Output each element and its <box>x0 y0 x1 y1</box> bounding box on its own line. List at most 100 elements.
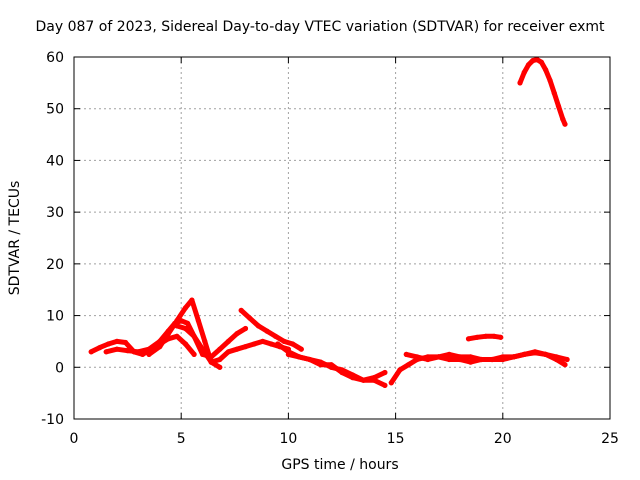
data-point <box>307 356 313 363</box>
data-point <box>191 333 197 339</box>
data-point <box>328 362 334 368</box>
x-tick-label: 0 <box>70 431 79 447</box>
data-point <box>397 367 403 373</box>
data-point <box>543 351 549 357</box>
data-point <box>457 354 463 360</box>
y-tick-label: 0 <box>55 360 64 376</box>
data-point <box>564 356 570 363</box>
data-point <box>534 57 540 63</box>
data-point <box>414 354 420 360</box>
data-point <box>498 334 504 340</box>
data-point <box>174 318 180 324</box>
x-tick-label: 25 <box>601 431 619 447</box>
x-tick-label: 10 <box>279 431 297 447</box>
data-point <box>425 356 431 363</box>
data-point <box>264 328 270 334</box>
data-point <box>242 344 249 350</box>
data-point <box>530 58 536 64</box>
data-point <box>114 338 120 344</box>
data-point <box>182 341 189 347</box>
data-point <box>521 69 527 76</box>
data-point <box>202 338 208 344</box>
y-tick-label: 50 <box>46 102 64 118</box>
data-point <box>225 349 231 355</box>
data-point <box>468 359 474 365</box>
y-tick-label: 40 <box>46 153 64 169</box>
series-track-3 <box>146 297 223 370</box>
x-tick-label: 5 <box>177 431 186 447</box>
grid-layer <box>74 57 610 419</box>
data-point <box>562 362 568 368</box>
data-point <box>521 351 527 357</box>
data-point <box>103 349 109 355</box>
data-point <box>553 356 560 363</box>
data-point <box>234 346 240 352</box>
data-point <box>182 305 189 311</box>
data-point <box>478 356 484 363</box>
data-point <box>247 315 253 321</box>
data-point <box>157 344 163 350</box>
data-point <box>251 341 257 347</box>
data-point <box>371 375 377 381</box>
data-point <box>491 333 497 339</box>
data-point <box>500 354 506 360</box>
data-point <box>446 351 452 357</box>
data-point <box>242 325 249 332</box>
data-point <box>318 362 324 368</box>
data-point <box>298 346 304 352</box>
y-axis-label: SDTVAR / TECUs <box>7 180 23 296</box>
data-point <box>296 354 302 360</box>
data-point <box>174 333 180 339</box>
y-tick-label: -10 <box>41 412 64 428</box>
tick-layer: 0 5 10 15 20 25 -10 0 10 20 30 40 50 60 <box>41 50 619 447</box>
data-point <box>555 103 562 109</box>
y-tick-label: 20 <box>46 257 64 273</box>
data-point <box>272 333 279 339</box>
data-point <box>275 341 281 347</box>
y-tick-label: 10 <box>46 309 64 325</box>
x-axis-label: GPS time / hours <box>281 457 399 473</box>
data-point <box>135 349 141 355</box>
data-point <box>97 345 103 351</box>
data-point <box>339 369 345 376</box>
data-point <box>185 320 191 326</box>
data-point <box>234 331 240 337</box>
data-point <box>238 307 244 313</box>
series-track-7 <box>285 351 388 383</box>
data-point <box>551 90 557 96</box>
data-point <box>217 356 223 363</box>
data-point <box>435 354 442 360</box>
data-point <box>290 341 296 347</box>
data-point <box>182 325 189 332</box>
data-point <box>125 348 131 354</box>
data-point <box>468 354 474 360</box>
data-point <box>382 382 388 388</box>
data-point <box>260 338 266 344</box>
data-point <box>208 359 214 365</box>
data-point <box>225 338 231 344</box>
data-point <box>255 323 261 329</box>
data-point <box>547 77 553 83</box>
data-point <box>489 356 495 363</box>
data-point <box>146 351 152 357</box>
y-tick-label: 30 <box>46 205 64 221</box>
y-tick-label: 60 <box>46 50 64 66</box>
data-point <box>105 341 111 347</box>
data-point <box>382 369 388 376</box>
data-point <box>285 351 291 357</box>
data-point <box>543 67 549 73</box>
series-track-9 <box>403 349 568 368</box>
data-point <box>465 336 472 342</box>
data-point <box>388 380 394 386</box>
data-point <box>191 351 197 357</box>
x-tick-label: 15 <box>387 431 405 447</box>
data-point <box>174 323 180 329</box>
data-point <box>114 346 120 352</box>
data-point <box>281 338 287 344</box>
data-point <box>189 297 195 303</box>
data-point <box>268 341 274 347</box>
data-point <box>350 375 356 381</box>
data-point <box>88 349 94 355</box>
plot-frame <box>73 56 611 420</box>
